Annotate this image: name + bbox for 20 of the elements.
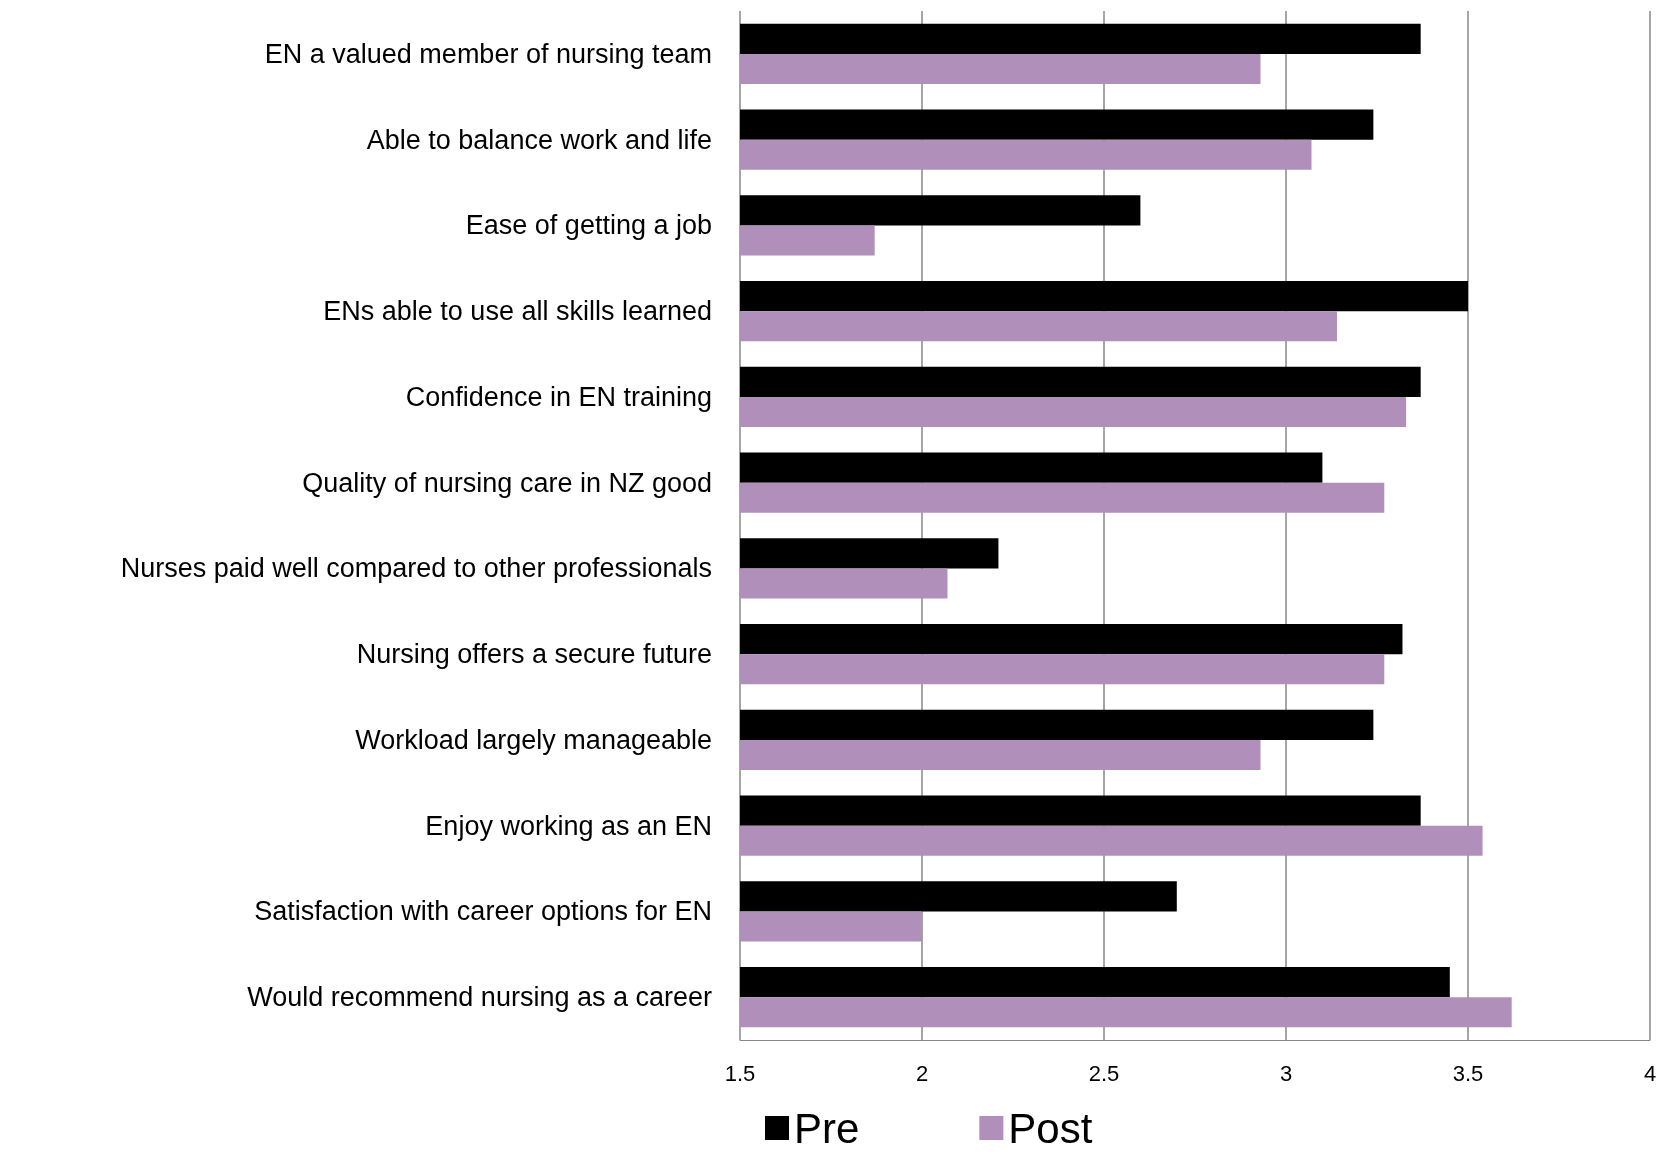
x-tick-label: 3 [1279,1060,1293,1086]
x-tick-label: 4 [1643,1060,1657,1086]
y-tick-label: Nursing offers a secure future [356,639,712,670]
legend-label: Pre [794,1104,860,1152]
y-tick-label: Would recommend nursing as a career [247,982,712,1013]
y-tick-label: Quality of nursing care in NZ good [302,467,712,498]
y-tick-label: EN a valued member of nursing team [264,38,712,69]
y-tick-label: ENs able to use all skills learned [323,296,712,327]
y-tick-label: Confidence in EN training [405,381,712,412]
x-tick-label: 1.5 [724,1060,756,1086]
y-tick-label: Able to balance work and life [366,124,712,155]
y-tick-label: Workload largely manageable [355,724,712,755]
y-tick-label: Enjoy working as an EN [425,810,712,841]
legend-label: Post [1008,1104,1093,1152]
x-tick-label: 2 [915,1060,929,1086]
x-tick-label: 2.5 [1088,1060,1120,1086]
y-tick-label: Ease of getting a job [465,210,712,241]
x-tick-label: 3.5 [1452,1060,1484,1086]
y-tick-label: Satisfaction with career options for EN [254,896,712,927]
y-tick-label: Nurses paid well compared to other professionals [120,553,712,584]
